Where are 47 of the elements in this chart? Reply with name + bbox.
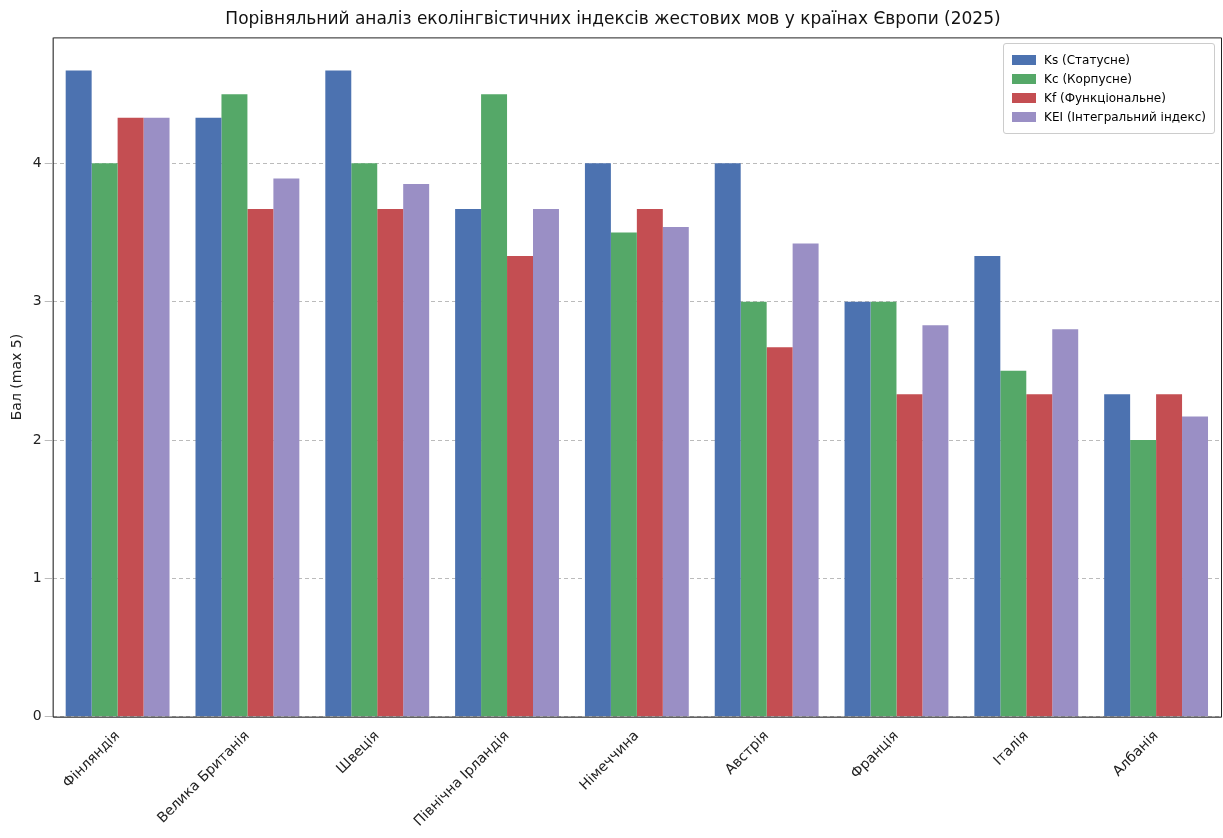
legend-label: KEI (Інтегральний індекс) — [1044, 110, 1206, 125]
bar — [1000, 370, 1027, 717]
y-tick-label: 3 — [32, 292, 42, 309]
bar — [455, 208, 482, 717]
bar — [481, 94, 508, 717]
bar — [1026, 394, 1053, 717]
bar — [584, 163, 611, 717]
bar — [792, 243, 819, 717]
bar — [662, 226, 689, 717]
bar — [974, 256, 1001, 717]
bar — [91, 163, 118, 717]
bar — [922, 325, 949, 717]
bar — [325, 70, 352, 717]
bar — [403, 184, 430, 717]
bar — [247, 208, 274, 717]
legend-label: Kc (Корпусне) — [1044, 72, 1132, 87]
bar — [195, 117, 222, 717]
legend-label: Ks (Статусне) — [1044, 53, 1131, 68]
bar — [273, 178, 300, 717]
bar — [221, 94, 248, 717]
bar — [636, 208, 663, 717]
bar — [610, 232, 637, 717]
bar — [870, 301, 897, 717]
y-tick-label: 4 — [32, 153, 42, 170]
bar — [351, 163, 378, 717]
bar — [714, 163, 741, 717]
bar — [1130, 440, 1157, 717]
bar — [844, 301, 871, 717]
bar — [766, 347, 793, 717]
bar — [65, 70, 92, 717]
bar — [533, 208, 559, 717]
chart-title: Порівняльний аналіз еколінгвістичних індексів жестових мов у країнах Європи (2025) — [225, 7, 1001, 28]
bar — [1104, 394, 1131, 717]
y-tick-label: 2 — [32, 430, 42, 447]
bar — [507, 256, 534, 717]
legend-label: Kf (Функціональне) — [1044, 91, 1166, 106]
y-tick-label: 1 — [32, 569, 42, 585]
bar — [1182, 416, 1209, 717]
bar — [1156, 394, 1183, 717]
bar — [1052, 329, 1079, 717]
y-axis-title: Бал (max 5) — [8, 333, 25, 421]
bar — [740, 301, 767, 717]
bar — [143, 117, 170, 717]
bar — [896, 394, 923, 717]
bar — [117, 117, 144, 717]
bar — [377, 208, 404, 717]
y-tick-label: 0 — [32, 707, 42, 724]
